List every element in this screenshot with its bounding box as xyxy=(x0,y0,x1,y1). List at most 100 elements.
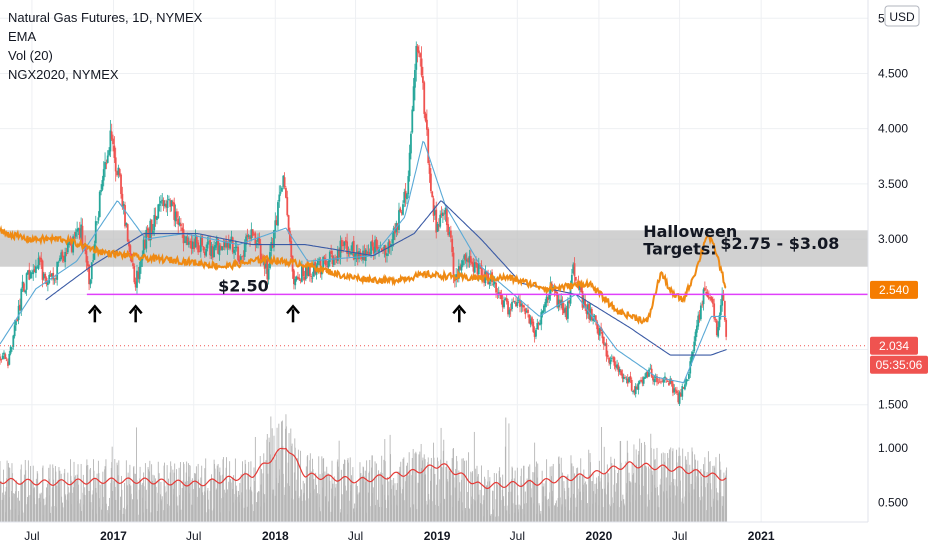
volume-bar xyxy=(143,472,144,522)
chart-legend: Natural Gas Futures, 1D, NYMEX EMA Vol (… xyxy=(8,8,202,84)
candle-body xyxy=(188,242,190,244)
candle-body xyxy=(422,76,424,83)
candle-body xyxy=(115,157,117,171)
currency-badge-label: USD xyxy=(889,10,915,24)
candle-body xyxy=(535,330,537,337)
target-title-line2: Targets: xyxy=(643,240,716,259)
candle-body xyxy=(510,309,512,310)
volume-bar xyxy=(50,513,51,522)
volume-bar xyxy=(187,481,188,522)
volume-bar xyxy=(242,474,243,522)
volume-bar xyxy=(233,475,234,522)
volume-bar xyxy=(184,464,185,522)
candle-body xyxy=(168,199,170,200)
candle-body xyxy=(328,261,330,267)
volume-bar xyxy=(125,509,126,522)
candle-body xyxy=(687,380,689,381)
currency-badge[interactable]: USD xyxy=(885,6,919,26)
volume-tick-label: 0.500 xyxy=(878,495,908,509)
candle-body xyxy=(607,355,609,357)
volume-bar xyxy=(401,493,402,522)
volume-bar xyxy=(90,502,91,522)
volume-bar xyxy=(652,475,653,522)
candle-body xyxy=(516,302,518,306)
candle-body xyxy=(277,202,279,226)
candle-body xyxy=(23,283,25,291)
legend-symbol[interactable]: Natural Gas Futures, 1D, NYMEX xyxy=(8,8,202,27)
volume-bar xyxy=(332,484,333,522)
volume-bar xyxy=(31,481,32,522)
volume-bar xyxy=(236,491,237,522)
candle-body xyxy=(139,267,141,280)
volume-bar xyxy=(252,504,253,522)
volume-bar xyxy=(289,486,290,522)
volume-bar xyxy=(609,504,610,522)
volume-bar xyxy=(118,460,119,522)
volume-bar xyxy=(298,498,299,522)
volume-bar xyxy=(671,482,672,522)
volume-bar xyxy=(500,477,501,522)
legend-compare[interactable]: NGX2020, NYMEX xyxy=(8,65,202,84)
volume-bar xyxy=(78,485,79,522)
candle-body xyxy=(244,243,246,257)
candle-body xyxy=(207,242,209,248)
volume-bar xyxy=(174,464,175,522)
volume-bar xyxy=(255,437,256,522)
time-tick-label: Jul xyxy=(348,529,363,543)
candle-body xyxy=(334,257,336,258)
volume-bar xyxy=(441,467,442,522)
volume-bar xyxy=(38,498,39,522)
volume-bar xyxy=(59,471,60,522)
volume-bar xyxy=(726,467,727,522)
volume-bar xyxy=(162,496,163,522)
candle-body xyxy=(24,290,26,292)
candle-body xyxy=(398,210,400,230)
volume-bar xyxy=(221,498,222,522)
candle-body xyxy=(703,289,705,304)
volume-bar xyxy=(422,458,423,522)
volume-bar xyxy=(0,481,1,522)
volume-bar xyxy=(66,500,67,522)
volume-bar xyxy=(97,474,98,522)
volume-bar xyxy=(643,486,644,522)
volume-bar xyxy=(516,505,517,522)
candle-body xyxy=(451,239,453,252)
price-tick-label: 1.500 xyxy=(878,398,908,412)
volume-bar xyxy=(419,452,420,522)
volume-bar xyxy=(246,489,247,522)
volume-bar xyxy=(416,509,417,522)
candle-body xyxy=(203,246,205,250)
volume-bar xyxy=(590,462,591,522)
candle-body xyxy=(414,70,416,88)
candle-body xyxy=(611,358,613,359)
time-axis[interactable] xyxy=(0,522,932,550)
volume-bar xyxy=(562,473,563,522)
volume-bar xyxy=(149,461,150,522)
candle-body xyxy=(284,177,286,187)
candle-body xyxy=(310,276,312,277)
candle-body xyxy=(624,377,626,378)
volume-bar xyxy=(84,487,85,522)
volume-bar xyxy=(62,507,63,522)
volume-bar xyxy=(342,494,343,522)
time-tick-label: 2019 xyxy=(424,529,451,543)
candle-body xyxy=(11,348,13,349)
volume-bar xyxy=(463,458,464,522)
candle-body xyxy=(66,253,68,254)
candle-body xyxy=(637,383,639,390)
volume-bar xyxy=(44,505,45,522)
candle-body xyxy=(113,146,115,158)
volume-bar xyxy=(75,475,76,522)
volume-bar xyxy=(270,416,271,522)
legend-ema[interactable]: EMA xyxy=(8,27,202,46)
volume-bar xyxy=(391,480,392,522)
candle-body xyxy=(629,376,631,380)
legend-volume[interactable]: Vol (20) xyxy=(8,46,202,65)
volume-bar xyxy=(553,464,554,522)
volume-bar xyxy=(655,488,656,522)
candle-body xyxy=(631,380,633,391)
volume-bar xyxy=(531,497,532,522)
volume-bar xyxy=(193,489,194,522)
volume-bar xyxy=(646,467,647,522)
